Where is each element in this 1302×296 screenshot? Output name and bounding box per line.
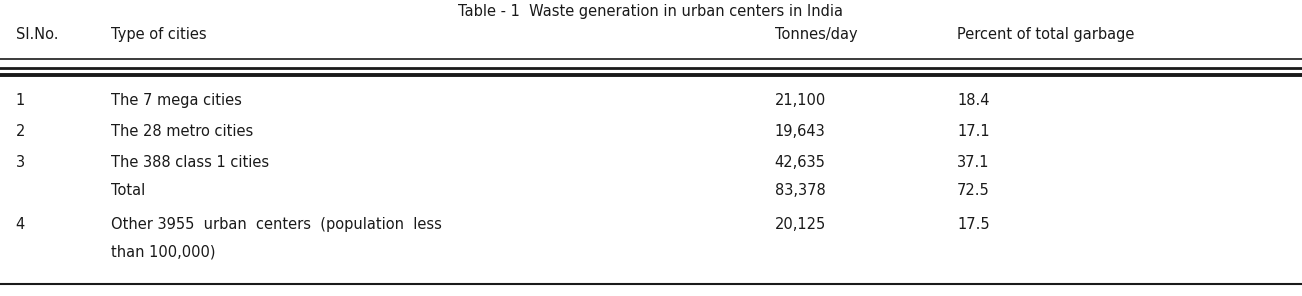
Text: Tonnes/day: Tonnes/day [775,27,857,41]
Text: 19,643: 19,643 [775,124,825,139]
Text: Percent of total garbage: Percent of total garbage [957,27,1134,41]
Text: Table - 1  Waste generation in urban centers in India: Table - 1 Waste generation in urban cent… [458,4,844,20]
Text: 83,378: 83,378 [775,183,825,197]
Text: 17.1: 17.1 [957,124,990,139]
Text: 3: 3 [16,155,25,170]
Text: The 7 mega cities: The 7 mega cities [111,93,242,108]
Text: The 388 class 1 cities: The 388 class 1 cities [111,155,268,170]
Text: 4: 4 [16,218,25,232]
Text: Sl.No.: Sl.No. [16,27,59,41]
Text: 2: 2 [16,124,25,139]
Text: 20,125: 20,125 [775,218,825,232]
Text: Type of cities: Type of cities [111,27,206,41]
Text: 42,635: 42,635 [775,155,825,170]
Text: 17.5: 17.5 [957,218,990,232]
Text: than 100,000): than 100,000) [111,244,215,259]
Text: Total: Total [111,183,145,197]
Text: Other 3955  urban  centers  (population  less: Other 3955 urban centers (population les… [111,218,441,232]
Text: 1: 1 [16,93,25,108]
Text: 72.5: 72.5 [957,183,990,197]
Text: 21,100: 21,100 [775,93,825,108]
Text: 37.1: 37.1 [957,155,990,170]
Text: The 28 metro cities: The 28 metro cities [111,124,253,139]
Text: 18.4: 18.4 [957,93,990,108]
